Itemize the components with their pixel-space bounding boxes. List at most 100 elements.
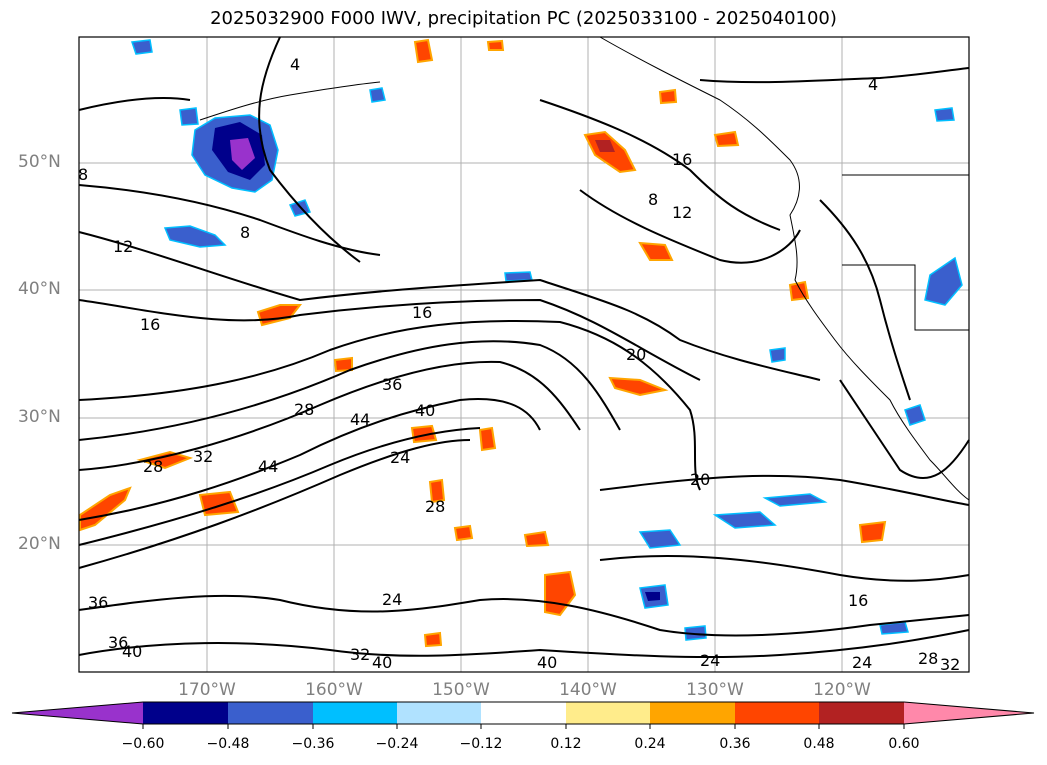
contour-label: 40 xyxy=(372,653,392,672)
colorbar-tick-label: −0.60 xyxy=(121,736,165,752)
contour-line xyxy=(258,36,361,263)
colorbar-segment xyxy=(735,702,819,724)
plot-frame xyxy=(78,36,970,673)
contour-line xyxy=(78,439,471,569)
contour-label: 4 xyxy=(290,55,300,74)
contour-label: 12 xyxy=(672,203,692,222)
contour-label: 28 xyxy=(918,649,938,668)
contour-label: 24 xyxy=(390,448,410,467)
negative-anomaly xyxy=(230,138,255,170)
colorbar-tick-label: −0.24 xyxy=(375,736,419,752)
contour-label: 4 xyxy=(868,75,878,94)
colorbar-tick-label: 0.36 xyxy=(719,736,751,752)
contour-line xyxy=(78,398,541,521)
contour-label: 8 xyxy=(648,190,658,209)
positive-anomaly xyxy=(423,631,443,648)
colorbar-tick-label: −0.48 xyxy=(206,736,250,752)
negative-anomaly xyxy=(179,107,199,126)
colorbar-tick-label: 0.24 xyxy=(634,736,666,752)
colorbar-tick-label: −0.12 xyxy=(459,736,503,752)
contour-label: 36 xyxy=(88,593,108,612)
contour-label: 16 xyxy=(672,150,692,169)
contour-label: 24 xyxy=(700,651,720,670)
contour-label: 24 xyxy=(382,590,402,609)
contour-line xyxy=(579,189,801,264)
negative-anomaly xyxy=(638,529,682,549)
positive-anomaly xyxy=(79,486,132,532)
contour-line xyxy=(78,340,621,441)
contour-label: 44 xyxy=(350,410,370,429)
contour-line xyxy=(78,298,701,381)
contour-line xyxy=(819,199,911,401)
lat-label-50n: 50°N xyxy=(18,152,61,172)
negative-anomaly xyxy=(504,271,533,282)
colorbar-segment xyxy=(397,702,481,724)
negative-anomaly xyxy=(645,592,660,601)
colorbar-ticks xyxy=(142,724,905,729)
lon-label-170w: 170°W xyxy=(178,680,236,700)
contour-label: 28 xyxy=(425,497,445,516)
contour-label: 32 xyxy=(940,655,960,674)
contour-label: 40 xyxy=(537,653,557,672)
lon-label-120w: 120°W xyxy=(813,680,871,700)
positive-anomaly xyxy=(658,88,678,105)
positive-anomaly xyxy=(713,130,740,148)
positive-anomaly xyxy=(486,39,505,51)
positive-anomaly xyxy=(428,478,446,504)
negative-anomaly xyxy=(369,87,386,103)
contour-labels: 4 4 8 8 8 12 12 16 16 16 16 20 20 24 24 … xyxy=(78,55,960,674)
lon-label-150w: 150°W xyxy=(432,680,490,700)
positive-anomaly xyxy=(198,490,240,517)
contour-label: 12 xyxy=(113,237,133,256)
contour-line xyxy=(78,97,191,111)
positive-anomaly xyxy=(858,520,887,544)
border-states xyxy=(842,264,969,331)
contour-label: 32 xyxy=(193,447,213,466)
colorbar-tick-label: 0.60 xyxy=(888,736,920,752)
contour-label: 8 xyxy=(240,223,250,242)
positive-anomaly xyxy=(638,241,674,261)
contour-line xyxy=(78,427,481,546)
colorbar-segment xyxy=(313,702,397,724)
contour-line xyxy=(599,555,970,582)
contour-label: 16 xyxy=(140,315,160,334)
contour-label: 8 xyxy=(78,165,88,184)
contour-line xyxy=(78,319,701,491)
figure-title: 2025032900 F000 IWV, precipitation PC (2… xyxy=(210,8,837,29)
colorbar-segment xyxy=(143,702,228,724)
contour-label: 32 xyxy=(350,645,370,664)
positive-anomaly xyxy=(413,38,434,64)
positive-anomaly xyxy=(595,140,615,152)
iwv-contours xyxy=(78,36,970,659)
negative-anomaly xyxy=(934,107,955,122)
lat-label-30n: 30°N xyxy=(18,407,61,427)
negative-anomaly xyxy=(924,256,963,306)
negative-anomaly xyxy=(904,404,926,426)
negative-anomaly xyxy=(684,625,707,641)
contour-label: 40 xyxy=(122,642,142,661)
graticule xyxy=(79,37,969,672)
contour-label: 28 xyxy=(294,400,314,419)
negative-anomaly xyxy=(769,347,786,363)
colorbar-tick-label: 0.48 xyxy=(803,736,835,752)
colorbar-segment xyxy=(819,702,904,724)
positive-anomaly xyxy=(523,530,550,548)
negative-anomaly xyxy=(130,39,153,55)
contour-line xyxy=(78,629,970,659)
contour-label: 44 xyxy=(258,457,278,476)
positive-anomaly xyxy=(333,356,353,373)
contour-line xyxy=(78,360,581,471)
coastline xyxy=(199,36,970,501)
positive-anomaly xyxy=(478,426,497,452)
lat-label-20n: 20°N xyxy=(18,534,61,554)
colorbar-segment xyxy=(481,702,566,724)
positive-anomaly xyxy=(136,450,194,470)
contour-line xyxy=(599,474,970,506)
negative-anomaly xyxy=(163,225,227,248)
coastline-aleutians xyxy=(199,81,381,121)
contour-label: 20 xyxy=(690,470,710,489)
positive-anomaly xyxy=(453,524,474,542)
lon-label-160w: 160°W xyxy=(305,680,363,700)
